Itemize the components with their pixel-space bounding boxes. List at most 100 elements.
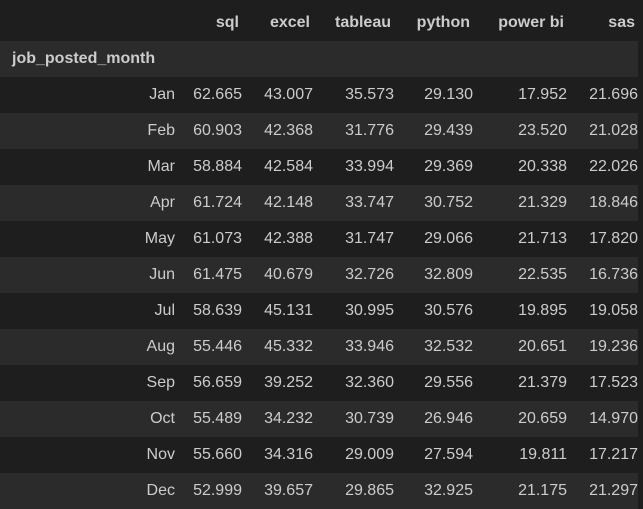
cell-tableau: 31.776 <box>313 113 394 149</box>
cell-power-bi: 17.952 <box>473 77 567 113</box>
cell-python: 29.369 <box>394 149 473 185</box>
row-index-label: Jul <box>0 293 175 329</box>
table-row: Feb 60.903 42.368 31.776 29.439 23.520 21.028 <box>0 113 638 149</box>
table-row: Jan 62.665 43.007 35.573 29.130 17.952 21.696 <box>0 77 638 113</box>
cell-sql: 61.724 <box>175 185 242 221</box>
corner-cell <box>0 5 175 41</box>
cell-sql: 61.073 <box>175 221 242 257</box>
row-index-label: Oct <box>0 401 175 437</box>
cell-power-bi: 22.535 <box>473 257 567 293</box>
cell-excel: 39.252 <box>242 365 313 401</box>
cell-tableau: 29.865 <box>313 473 394 509</box>
row-index-label: Aug <box>0 329 175 365</box>
cell-power-bi: 19.811 <box>473 437 567 473</box>
cell-python: 30.752 <box>394 185 473 221</box>
cell-sas: 17.217 <box>567 437 638 473</box>
cell-python: 26.946 <box>394 401 473 437</box>
cell-sas: 22.026 <box>567 149 638 185</box>
cell-tableau: 33.946 <box>313 329 394 365</box>
cell-sql: 60.903 <box>175 113 242 149</box>
cell-excel: 42.388 <box>242 221 313 257</box>
column-header-sql: sql <box>215 14 239 31</box>
dataframe-output: sql excel tableau python power bi sas jo… <box>0 14 638 509</box>
table-row: May 61.073 42.388 31.747 29.066 21.713 17.820 <box>0 221 638 257</box>
cell-excel: 43.007 <box>242 77 313 113</box>
cell-power-bi: 21.379 <box>473 365 567 401</box>
cell-tableau: 31.747 <box>313 221 394 257</box>
cell-excel: 40.679 <box>242 257 313 293</box>
cell-tableau: 30.995 <box>313 293 394 329</box>
cell-sql: 55.660 <box>175 437 242 473</box>
cell-sql: 52.999 <box>175 473 242 509</box>
table-row: Dec 52.999 39.657 29.865 32.925 21.175 21.297 <box>0 473 638 509</box>
table-row: Nov 55.660 34.316 29.009 27.594 19.811 17.217 <box>0 437 638 473</box>
cell-excel: 42.584 <box>242 149 313 185</box>
cell-sas: 14.970 <box>567 401 638 437</box>
cell-sas: 21.696 <box>567 77 638 113</box>
row-index-label: Sep <box>0 365 175 401</box>
index-name-label: job_posted_month <box>0 41 175 77</box>
dataframe-table: sql excel tableau python power bi sas jo… <box>0 5 638 509</box>
cell-sas: 16.736 <box>567 257 638 293</box>
table-row: Jul 58.639 45.131 30.995 30.576 19.895 19.058 <box>0 293 638 329</box>
cell-power-bi: 21.175 <box>473 473 567 509</box>
cell-tableau: 30.739 <box>313 401 394 437</box>
cell-sas: 21.028 <box>567 113 638 149</box>
row-index-label: Jan <box>0 77 175 113</box>
cell-tableau: 33.994 <box>313 149 394 185</box>
cell-power-bi: 19.895 <box>473 293 567 329</box>
cell-python: 30.576 <box>394 293 473 329</box>
column-header-power-bi: power bi <box>498 14 564 31</box>
cell-power-bi: 23.520 <box>473 113 567 149</box>
cell-sas: 19.058 <box>567 293 638 329</box>
column-header-sas: sas <box>608 14 635 31</box>
column-header-row: sql excel tableau python power bi sas <box>0 5 638 41</box>
cell-sas: 17.820 <box>567 221 638 257</box>
row-index-label: Nov <box>0 437 175 473</box>
cell-python: 29.439 <box>394 113 473 149</box>
cell-excel: 34.316 <box>242 437 313 473</box>
cell-tableau: 32.360 <box>313 365 394 401</box>
cell-sas: 21.297 <box>567 473 638 509</box>
row-index-label: Feb <box>0 113 175 149</box>
row-index-label: Dec <box>0 473 175 509</box>
table-row: Aug 55.446 45.332 33.946 32.532 20.651 19.236 <box>0 329 638 365</box>
row-index-label: May <box>0 221 175 257</box>
cell-sql: 58.884 <box>175 149 242 185</box>
column-header-python: python <box>416 14 470 31</box>
cell-power-bi: 20.338 <box>473 149 567 185</box>
cell-sas: 19.236 <box>567 329 638 365</box>
row-index-label: Apr <box>0 185 175 221</box>
table-row: Mar 58.884 42.584 33.994 29.369 20.338 22.026 <box>0 149 638 185</box>
table-row: Jun 61.475 40.679 32.726 32.809 22.535 16.736 <box>0 257 638 293</box>
cell-python: 29.066 <box>394 221 473 257</box>
cell-tableau: 29.009 <box>313 437 394 473</box>
table-row: Sep 56.659 39.252 32.360 29.556 21.379 17.523 <box>0 365 638 401</box>
cell-python: 32.925 <box>394 473 473 509</box>
cell-python: 29.556 <box>394 365 473 401</box>
row-index-label: Jun <box>0 257 175 293</box>
cell-excel: 39.657 <box>242 473 313 509</box>
table-row: Oct 55.489 34.232 30.739 26.946 20.659 14.970 <box>0 401 638 437</box>
table-body: Jan 62.665 43.007 35.573 29.130 17.952 21.696 F… <box>0 77 638 509</box>
column-header-excel: excel <box>269 14 310 31</box>
cell-sql: 62.665 <box>175 77 242 113</box>
cell-power-bi: 20.659 <box>473 401 567 437</box>
cell-sql: 58.639 <box>175 293 242 329</box>
cell-sql: 56.659 <box>175 365 242 401</box>
cell-python: 27.594 <box>394 437 473 473</box>
cell-power-bi: 20.651 <box>473 329 567 365</box>
cell-tableau: 33.747 <box>313 185 394 221</box>
cell-excel: 45.332 <box>242 329 313 365</box>
cell-tableau: 35.573 <box>313 77 394 113</box>
cell-excel: 42.148 <box>242 185 313 221</box>
cell-sas: 17.523 <box>567 365 638 401</box>
table-row: Apr 61.724 42.148 33.747 30.752 21.329 18.846 <box>0 185 638 221</box>
cell-excel: 42.368 <box>242 113 313 149</box>
cell-python: 32.809 <box>394 257 473 293</box>
cell-python: 29.130 <box>394 77 473 113</box>
cell-excel: 34.232 <box>242 401 313 437</box>
cell-python: 32.532 <box>394 329 473 365</box>
index-name-row: job_posted_month <box>0 41 638 77</box>
row-index-label: Mar <box>0 149 175 185</box>
